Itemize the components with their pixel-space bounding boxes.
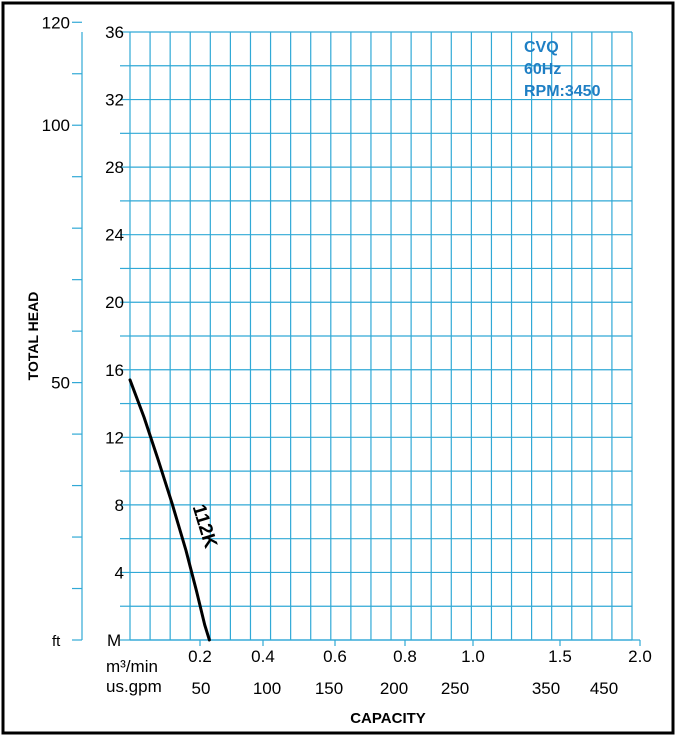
m-tick-label: 36 (105, 23, 124, 42)
m-tick-label: 8 (115, 496, 124, 515)
m-tick-label: 20 (105, 293, 124, 312)
y-axis-label: TOTAL HEAD (25, 292, 41, 381)
left-unit-label: ft (52, 633, 61, 650)
gpm-tick-label: 450 (590, 679, 618, 698)
ft-tick-label: 120 (42, 13, 70, 32)
m3-tick-label: 0.2 (188, 647, 212, 666)
m3-tick-label: 1.5 (548, 647, 572, 666)
x-axis-label: CAPACITY (350, 710, 426, 727)
m3-tick-label: 0.6 (323, 647, 347, 666)
m-tick-label: 12 (105, 428, 124, 447)
m-tick-label: 28 (105, 158, 124, 177)
right-unit-label: M (107, 631, 121, 650)
series-line-112k (128, 378, 211, 642)
gpm-tick-label: 200 (380, 679, 408, 698)
gpm-tick-label: 350 (532, 679, 560, 698)
ft-tick-label: 100 (42, 116, 70, 135)
ft-tick-label: 50 (51, 374, 70, 393)
gpm-tick-label: 150 (315, 679, 343, 698)
grid-layer (72, 21, 641, 646)
m-tick-label: 32 (105, 91, 124, 110)
m3-tick-label: 0.4 (251, 647, 275, 666)
tick-layer: 36 32 28 24 20 16 12 8 4 120 100 50 0.2 0.4 0.6 0.8 1.0 1… (42, 13, 652, 698)
gpm-tick-label: 50 (192, 679, 211, 698)
m-tick-label: 4 (115, 563, 124, 582)
info-line-model: CVQ (524, 39, 559, 56)
m-tick-label: 24 (105, 226, 124, 245)
info-line-frequency: 60Hz (524, 61, 561, 78)
m3-unit-label: m³/min (106, 657, 158, 676)
gpm-tick-label: 250 (441, 679, 469, 698)
gpm-unit-label: us.gpm (106, 677, 162, 696)
info-line-rpm: RPM:3450 (524, 83, 601, 100)
curve-layer (128, 378, 211, 642)
m3-tick-label: 0.8 (393, 647, 417, 666)
m3-tick-label: 2.0 (628, 647, 652, 666)
m-tick-label: 16 (105, 361, 124, 380)
gpm-tick-label: 100 (253, 679, 281, 698)
m3-tick-label: 1.0 (461, 647, 485, 666)
